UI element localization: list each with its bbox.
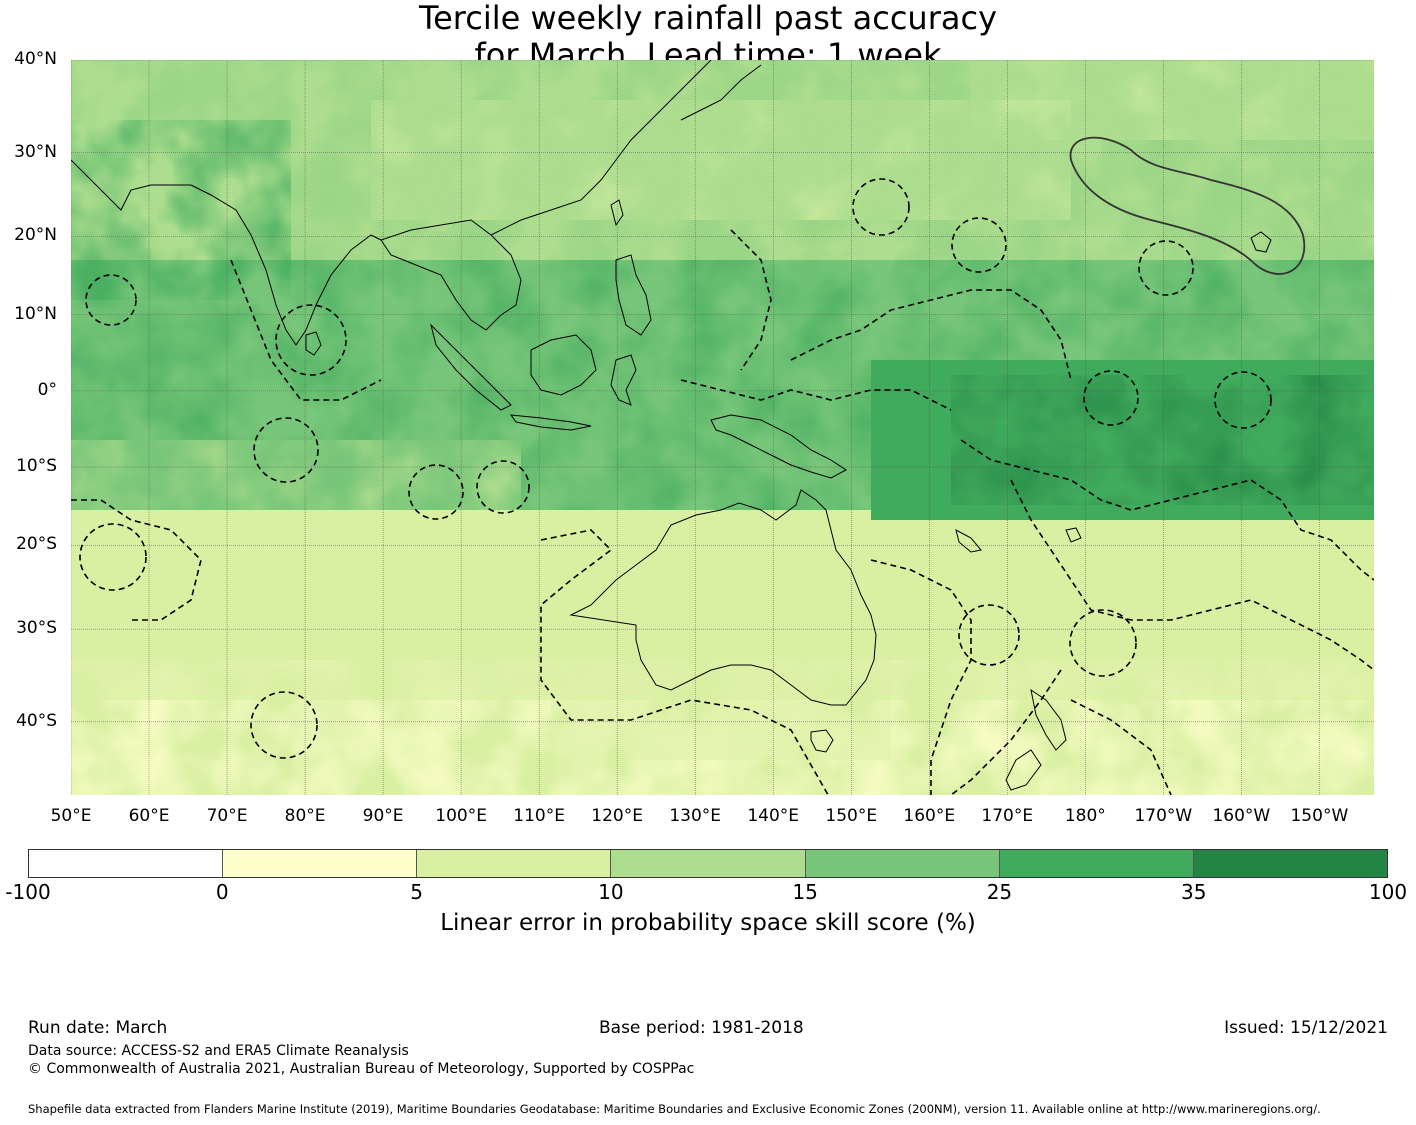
longitude-label: 130°E — [669, 806, 722, 826]
latitude-label: 30°N — [14, 141, 57, 162]
colorbar-segment — [29, 850, 224, 877]
longitude-label: 50°E — [50, 806, 92, 826]
longitude-label: 100°E — [435, 806, 487, 826]
latitude-label: 40°S — [16, 710, 57, 731]
colorbar-segment — [611, 850, 806, 877]
latitude-label: 20°S — [16, 534, 57, 555]
longitude-label: 140°E — [747, 806, 800, 826]
longitude-label: 170°W — [1134, 806, 1193, 826]
longitude-label: 110°E — [513, 806, 565, 826]
base-period: Base period: 1981-2018 — [599, 1018, 804, 1038]
longitude-label: 150°W — [1290, 806, 1349, 826]
shapefile-credit: Shapefile data extracted from Flanders M… — [28, 1102, 1321, 1116]
longitude-label: 180° — [1064, 806, 1106, 826]
colorbar-tick-label: 10 — [598, 880, 624, 904]
run-date: Run date: March — [28, 1018, 168, 1038]
colorbar-tick-label: 15 — [792, 880, 818, 904]
colorbar-segment — [417, 850, 612, 877]
eez-boundaries — [71, 178, 1374, 795]
data-source: Data source: ACCESS-S2 and ERA5 Climate … — [28, 1043, 409, 1059]
longitude-label: 120°E — [591, 806, 644, 826]
issued-date: Issued: 15/12/2021 — [1224, 1018, 1388, 1038]
coastlines — [71, 60, 1272, 791]
hawaii-boundary — [1069, 136, 1306, 275]
colorbar — [28, 849, 1388, 878]
graticule — [71, 60, 1374, 795]
longitude-label: 170°E — [981, 806, 1034, 826]
colorbar-tick-label: 25 — [986, 880, 1013, 904]
colorbar-segment — [1193, 850, 1387, 877]
longitude-label: 80°E — [284, 806, 326, 826]
skill-field — [71, 60, 1374, 795]
colorbar-tick-label: 35 — [1180, 880, 1207, 904]
colorbar-tick-label: 5 — [410, 880, 423, 904]
longitude-label: 60°E — [128, 806, 170, 826]
longitude-label: 90°E — [362, 806, 404, 826]
longitude-label: 160°E — [903, 806, 956, 826]
colorbar-tick-label: 100 — [1368, 880, 1408, 904]
longitude-label: 160°W — [1212, 806, 1271, 826]
colorbar-segment — [805, 850, 1000, 877]
latitude-label: 30°S — [16, 618, 57, 639]
longitude-label: 150°E — [825, 806, 878, 826]
map-title-line-1: Tercile weekly rainfall past accuracy — [418, 0, 997, 37]
copyright: © Commonwealth of Australia 2021, Austra… — [28, 1061, 695, 1077]
latitude-label: 10°S — [16, 455, 57, 476]
skill-score-map — [71, 60, 1374, 795]
latitude-label: 20°N — [14, 225, 57, 246]
latitude-label: 0° — [37, 379, 57, 400]
colorbar-segment — [223, 850, 418, 877]
longitude-label: 70°E — [206, 806, 248, 826]
colorbar-tick-label: -100 — [5, 880, 51, 904]
colorbar-label: Linear error in probability space skill … — [440, 910, 976, 936]
latitude-label: 40°N — [14, 49, 57, 69]
colorbar-tick-label: 0 — [215, 880, 229, 904]
colorbar-segment — [999, 850, 1194, 877]
latitude-label: 10°N — [14, 303, 57, 324]
